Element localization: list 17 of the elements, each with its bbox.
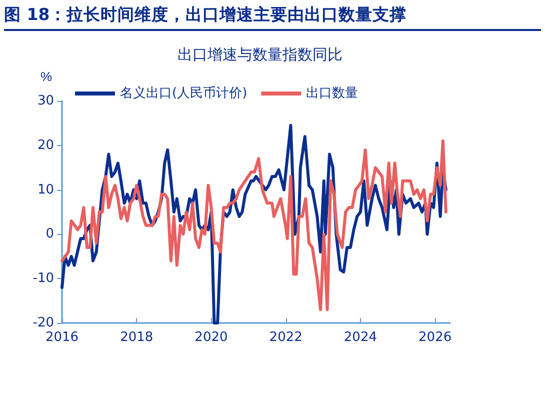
x-tick-label: 2020	[194, 330, 228, 345]
y-tick-label: -10	[32, 271, 54, 286]
y-tick-label: 0	[46, 226, 54, 242]
y-axis-title: %	[40, 69, 52, 84]
y-tick-label: -20	[32, 316, 54, 330]
x-tick-label: 2016	[45, 330, 79, 345]
x-tick-label: 2026	[418, 330, 452, 345]
x-tick-label: 2024	[344, 330, 378, 345]
chart-subtitle: 出口增速与数量指数同比	[178, 46, 342, 64]
y-tick-label: 30	[37, 94, 54, 108]
x-tick-label: 2022	[269, 330, 302, 345]
x-tick-label: 2018	[120, 330, 154, 345]
y-tick-label: 10	[37, 182, 54, 198]
y-tick-label: 20	[37, 138, 54, 153]
legend-label: 名义出口(人民币计价)	[120, 86, 248, 101]
legend-label: 出口数量	[306, 86, 358, 101]
chart-title: 图 18：拉长时间维度，出口增速主要由出口数量支撑	[4, 4, 541, 31]
